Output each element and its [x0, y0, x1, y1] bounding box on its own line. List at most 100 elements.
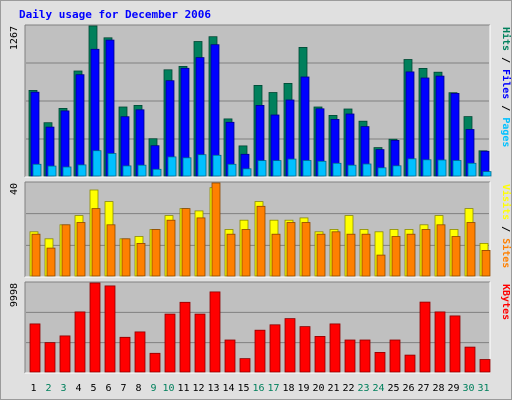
x-tick-label-day-17: 17	[267, 383, 279, 394]
y-max-label-visits_sites: 40	[9, 183, 20, 195]
bar-sites-day-29	[451, 236, 461, 277]
x-tick-label-day-28: 28	[432, 383, 444, 394]
bar-pages-day-10	[167, 156, 177, 177]
legend-visits: Visits	[500, 184, 512, 220]
y-max-label-hits_files_pages: 1267	[9, 26, 20, 50]
bar-kbytes-day-29	[449, 315, 461, 373]
bar-pages-day-20	[317, 160, 327, 177]
right-legend-kbytes: KBytes	[500, 284, 511, 320]
bar-kbytes-day-19	[299, 326, 311, 373]
bar-pages-day-23	[362, 163, 372, 177]
bar-kbytes-day-18	[284, 318, 296, 373]
x-tick-label-day-1: 1	[30, 383, 36, 394]
bar-kbytes-day-8	[134, 331, 146, 373]
bar-sites-day-5	[91, 208, 101, 277]
bar-pages-day-5	[92, 150, 102, 177]
x-tick-label-day-16: 16	[252, 383, 264, 394]
x-tick-label-day-12: 12	[192, 383, 204, 394]
right-legend-hits_files_pages: Hits / Files / Pages	[500, 27, 512, 147]
bar-pages-day-25	[392, 165, 402, 177]
x-tick-label-day-9: 9	[150, 383, 156, 394]
bar-kbytes-day-2	[44, 342, 56, 373]
legend-separator: /	[500, 51, 511, 69]
x-tick-label-day-19: 19	[297, 383, 309, 394]
bar-pages-day-15	[242, 168, 252, 177]
x-tick-label-day-8: 8	[135, 383, 141, 394]
bar-sites-day-1	[31, 233, 41, 277]
bar-files-day-4	[75, 74, 85, 177]
x-tick-label-day-18: 18	[282, 383, 294, 394]
bar-files-day-1	[30, 91, 40, 177]
x-tick-label-day-7: 7	[120, 383, 126, 394]
bar-pages-day-30	[467, 162, 477, 177]
bar-kbytes-day-11	[179, 301, 191, 373]
bar-kbytes-day-13	[209, 291, 221, 373]
bar-pages-day-8	[137, 164, 147, 177]
bar-sites-day-11	[181, 208, 191, 277]
bar-pages-day-7	[122, 165, 132, 177]
bar-kbytes-day-25	[389, 339, 401, 373]
bar-kbytes-day-30	[464, 346, 476, 373]
bar-sites-day-7	[121, 238, 131, 277]
bar-kbytes-day-26	[404, 354, 416, 373]
bar-pages-day-18	[287, 158, 297, 177]
bar-kbytes-day-9	[149, 352, 161, 373]
bar-sites-day-30	[466, 222, 476, 277]
bar-kbytes-day-28	[434, 311, 446, 373]
bar-pages-day-16	[257, 160, 267, 177]
bar-sites-day-18	[286, 222, 296, 277]
x-tick-label-day-6: 6	[105, 383, 111, 394]
bar-pages-day-12	[197, 154, 207, 177]
bar-kbytes-day-16	[254, 329, 266, 373]
bar-kbytes-day-14	[224, 339, 236, 373]
bar-files-day-3	[60, 110, 70, 177]
bar-sites-day-20	[316, 233, 326, 277]
bar-pages-day-6	[107, 153, 117, 177]
bar-sites-day-3	[61, 224, 71, 277]
bar-sites-day-19	[301, 222, 311, 277]
bar-kbytes-day-5	[89, 282, 101, 373]
bar-pages-day-14	[227, 163, 237, 177]
bar-kbytes-day-4	[74, 311, 86, 373]
x-tick-label-day-2: 2	[45, 383, 51, 394]
bar-pages-day-29	[452, 160, 462, 177]
x-tick-label-day-20: 20	[312, 383, 324, 394]
bar-sites-day-15	[241, 229, 251, 277]
legend-separator: /	[500, 220, 511, 238]
bar-sites-day-27	[421, 229, 431, 277]
bar-kbytes-day-22	[344, 339, 356, 373]
bar-sites-day-12	[196, 217, 206, 277]
chart-title: Daily usage for December 2006	[19, 8, 211, 21]
bar-kbytes-day-12	[194, 313, 206, 373]
legend-kbytes: KBytes	[500, 284, 511, 320]
bar-pages-day-27	[422, 159, 432, 177]
bar-sites-day-2	[46, 247, 56, 277]
bar-pages-day-2	[47, 165, 57, 177]
bar-pages-day-28	[437, 159, 447, 177]
x-tick-label-day-13: 13	[207, 383, 219, 394]
bar-sites-day-13	[211, 182, 221, 277]
bar-kbytes-day-23	[359, 339, 371, 373]
right-legend-visits_sites: Visits / Sites	[500, 184, 512, 268]
bar-kbytes-day-10	[164, 313, 176, 373]
bar-sites-day-21	[331, 231, 341, 277]
x-tick-label-day-27: 27	[417, 383, 429, 394]
bar-pages-day-4	[77, 164, 87, 177]
bar-pages-day-9	[152, 168, 162, 177]
bar-kbytes-day-21	[329, 323, 341, 373]
bar-kbytes-day-1	[29, 323, 41, 373]
bar-pages-day-22	[347, 164, 357, 177]
bar-sites-day-17	[271, 233, 281, 277]
bar-sites-day-28	[436, 224, 446, 277]
bar-pages-day-21	[332, 162, 342, 177]
bar-kbytes-day-7	[119, 336, 131, 373]
bar-sites-day-23	[361, 233, 371, 277]
bar-kbytes-day-27	[419, 301, 431, 373]
bar-sites-day-4	[76, 222, 86, 277]
bar-sites-day-10	[166, 219, 176, 277]
bar-kbytes-day-20	[314, 335, 326, 373]
bar-kbytes-day-17	[269, 324, 281, 373]
bar-kbytes-day-24	[374, 351, 386, 373]
x-tick-label-day-21: 21	[327, 383, 339, 394]
